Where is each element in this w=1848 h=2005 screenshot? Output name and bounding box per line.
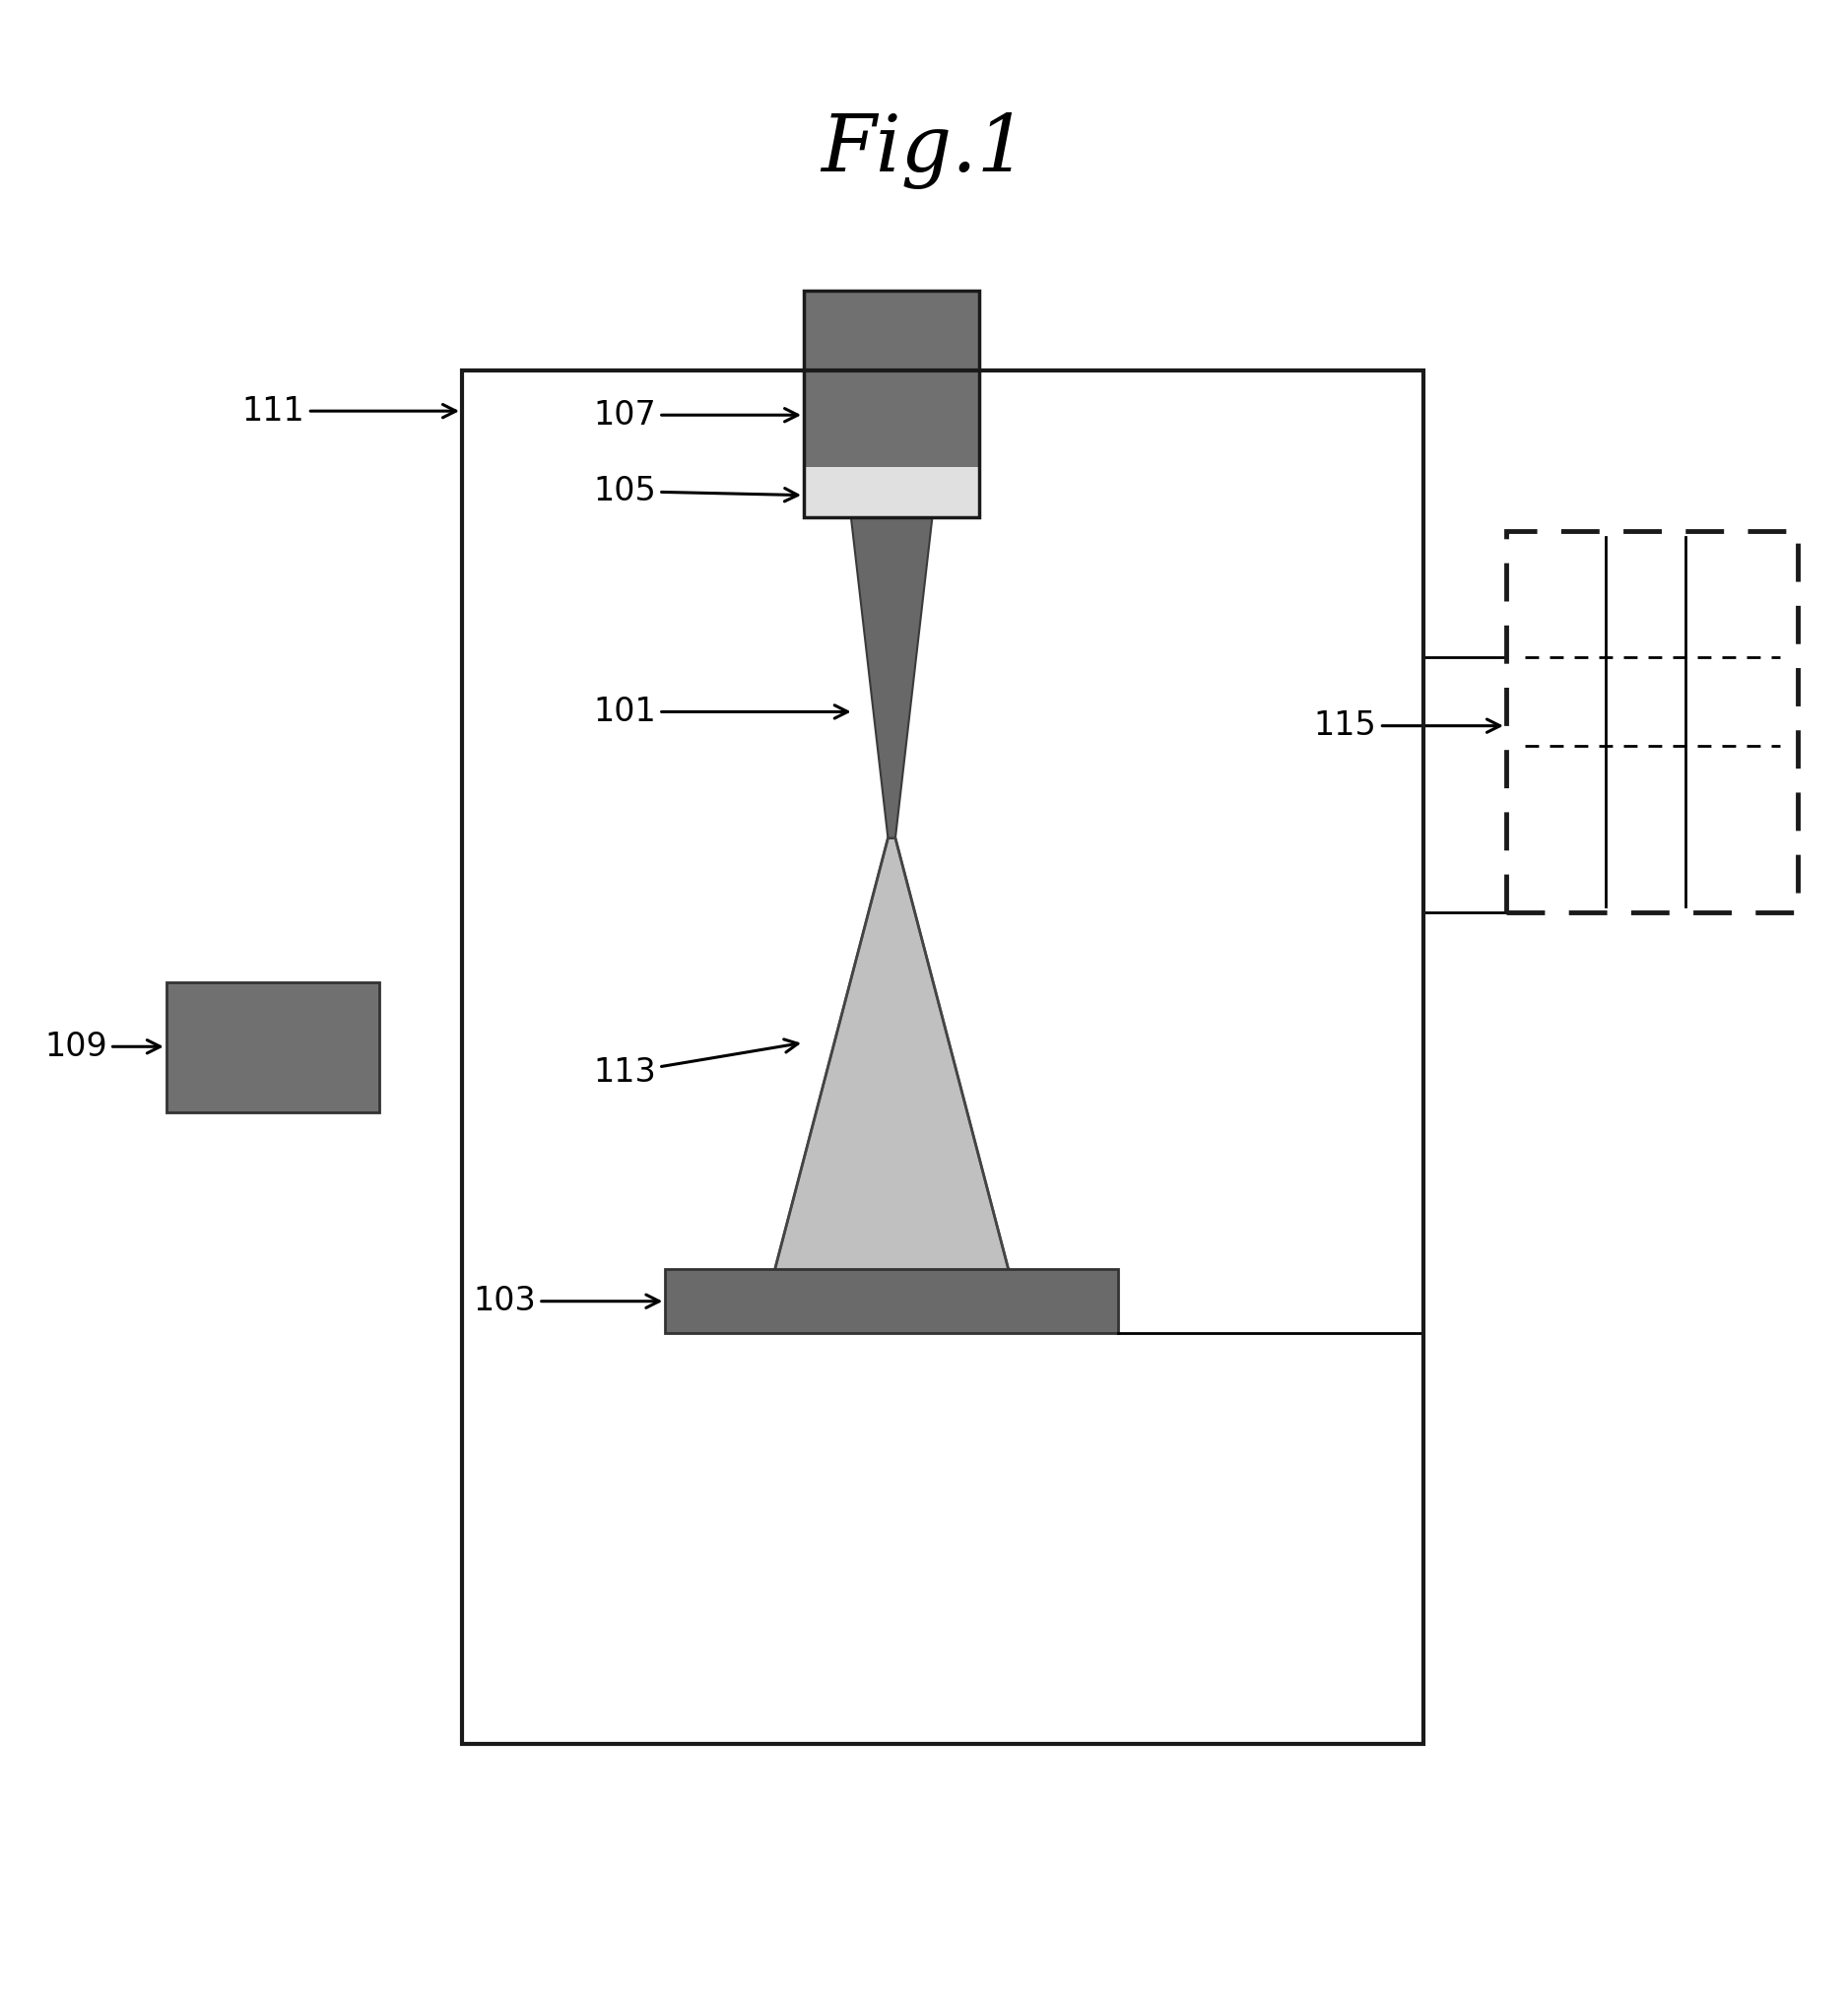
Text: 113: 113 bbox=[593, 1039, 798, 1089]
Text: 107: 107 bbox=[593, 399, 798, 431]
Bar bbox=[804, 291, 979, 471]
Bar bbox=[665, 1269, 1118, 1333]
Polygon shape bbox=[850, 517, 931, 838]
Text: 105: 105 bbox=[593, 475, 798, 507]
Text: 101: 101 bbox=[593, 696, 848, 728]
Polygon shape bbox=[765, 838, 1016, 1303]
Text: 109: 109 bbox=[44, 1031, 161, 1063]
Bar bbox=[1506, 531, 1798, 912]
Bar bbox=[804, 291, 979, 517]
Text: 115: 115 bbox=[1314, 710, 1501, 742]
Bar bbox=[166, 982, 379, 1113]
Text: 111: 111 bbox=[242, 395, 456, 427]
Text: 103: 103 bbox=[473, 1285, 660, 1317]
Bar bbox=[804, 467, 979, 517]
Bar bbox=[462, 371, 1423, 1744]
Text: Fig.1: Fig.1 bbox=[821, 112, 1027, 188]
